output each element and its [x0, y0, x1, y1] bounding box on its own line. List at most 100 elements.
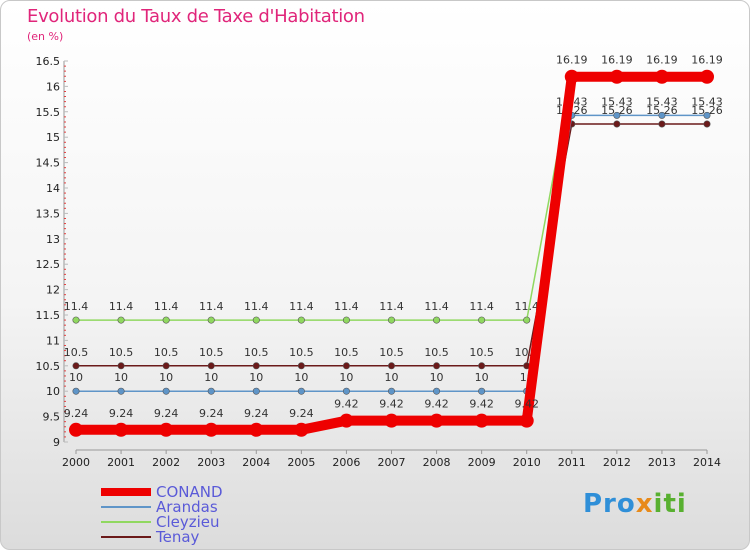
point-cleyzieu [342, 316, 350, 324]
y-tick-label: 11.5 [36, 309, 61, 322]
data-label-tenay: 10.5 [379, 346, 404, 359]
data-label-tenay: 10.5 [289, 346, 314, 359]
point-tenay [207, 362, 215, 370]
data-label-tenay: 15.26 [691, 104, 723, 117]
point-cleyzieu [252, 316, 260, 324]
legend-swatch-arandas [101, 506, 151, 508]
legend-label-cleyzieu: Cleyzieu [156, 513, 220, 531]
x-tick-label: 2006 [332, 456, 360, 469]
data-label-cleyzieu: 11.4 [109, 300, 134, 313]
point-conand [249, 422, 264, 437]
point-conand [384, 413, 399, 428]
point-conand [564, 69, 579, 84]
point-arandas [72, 387, 80, 395]
data-label-arandas: 10 [114, 371, 128, 384]
data-label-conand: 9.42 [379, 398, 404, 411]
data-label-arandas: 10 [475, 371, 489, 384]
legend-label-tenay: Tenay [156, 528, 200, 546]
x-tick-label: 2002 [152, 456, 180, 469]
x-tick-label: 2012 [603, 456, 631, 469]
point-cleyzieu [478, 316, 486, 324]
data-label-cleyzieu: 11.4 [244, 300, 269, 313]
point-conand [204, 422, 219, 437]
data-label-cleyzieu: 11.4 [469, 300, 494, 313]
y-tick-label: 12 [46, 284, 60, 297]
data-label-tenay: 10.5 [469, 346, 494, 359]
y-tick-label: 10 [46, 385, 60, 398]
data-label-cleyzieu: 11.4 [154, 300, 179, 313]
y-axis-unit: (en %) [27, 30, 64, 43]
y-tick-label: 15.5 [36, 106, 61, 119]
point-arandas [207, 387, 215, 395]
point-cleyzieu [207, 316, 215, 324]
data-label-cleyzieu: 11.4 [514, 300, 539, 313]
point-conand [700, 69, 714, 84]
data-label-arandas: 10 [385, 371, 399, 384]
logo-part-x: x [635, 489, 654, 519]
point-tenay [658, 120, 666, 128]
data-label-conand: 9.42 [514, 398, 539, 411]
data-label-tenay: 15.26 [646, 104, 678, 117]
data-label-arandas: 15.43 [646, 95, 678, 108]
point-cleyzieu [72, 316, 80, 324]
data-label-conand: 9.24 [154, 407, 179, 420]
data-label-arandas: 15.43 [601, 95, 633, 108]
legend-swatch-tenay [101, 536, 151, 538]
legend-label-arandas: Arandas [156, 498, 218, 516]
data-label-conand: 9.24 [109, 407, 134, 420]
data-label-tenay: 10.5 [154, 346, 179, 359]
proxiti-logo: Proxiti [583, 489, 687, 519]
data-label-arandas: 10 [430, 371, 444, 384]
point-cleyzieu [433, 316, 441, 324]
x-tick-label: 2004 [242, 456, 270, 469]
data-label-cleyzieu: 11.4 [379, 300, 404, 313]
point-cleyzieu [387, 316, 395, 324]
point-tenay [703, 120, 711, 128]
data-label-conand: 9.24 [64, 407, 89, 420]
x-tick-label: 2011 [558, 456, 586, 469]
point-conand [474, 413, 489, 428]
data-label-tenay: 10.5 [334, 346, 359, 359]
data-label-conand: 9.42 [334, 398, 359, 411]
legend-swatch-cleyzieu [101, 521, 151, 523]
point-conand [159, 422, 174, 437]
point-arandas [658, 111, 666, 119]
data-label-tenay: 10.5 [199, 346, 224, 359]
y-tick-label: 14.5 [36, 157, 61, 170]
point-arandas [433, 387, 441, 395]
data-label-arandas: 15.43 [691, 95, 723, 108]
point-conand [69, 422, 83, 437]
point-arandas [117, 387, 125, 395]
x-tick-label: 2013 [648, 456, 676, 469]
x-tick-label: 2005 [287, 456, 315, 469]
point-arandas [297, 387, 305, 395]
y-tick-label: 11 [46, 334, 60, 347]
point-conand [114, 422, 129, 437]
point-conand [654, 69, 669, 84]
data-label-conand: 16.19 [646, 54, 678, 67]
point-arandas [387, 387, 395, 395]
point-conand [609, 69, 624, 84]
y-tick-label: 16.5 [36, 55, 61, 68]
data-label-arandas: 10 [204, 371, 218, 384]
data-label-arandas: 10 [339, 371, 353, 384]
data-label-conand: 16.19 [691, 54, 723, 67]
y-tick-label: 12.5 [36, 258, 61, 271]
y-tick-label: 9.5 [43, 411, 61, 424]
series-line-tenay [76, 123, 707, 367]
chart-title: Evolution du Taux de Taxe d'Habitation [27, 6, 365, 27]
data-label-tenay: 10.5 [424, 346, 449, 359]
point-tenay [252, 362, 260, 370]
point-cleyzieu [117, 316, 125, 324]
point-cleyzieu [297, 316, 305, 324]
point-tenay [342, 362, 350, 370]
y-tick-label: 13 [46, 233, 60, 246]
point-conand [519, 413, 534, 428]
data-label-conand: 16.19 [556, 54, 588, 67]
x-tick-label: 2014 [693, 456, 721, 469]
point-tenay [72, 362, 80, 370]
data-label-arandas: 10 [159, 371, 173, 384]
logo-part-pro: Pro [583, 489, 636, 519]
data-label-tenay: 15.26 [601, 104, 633, 117]
